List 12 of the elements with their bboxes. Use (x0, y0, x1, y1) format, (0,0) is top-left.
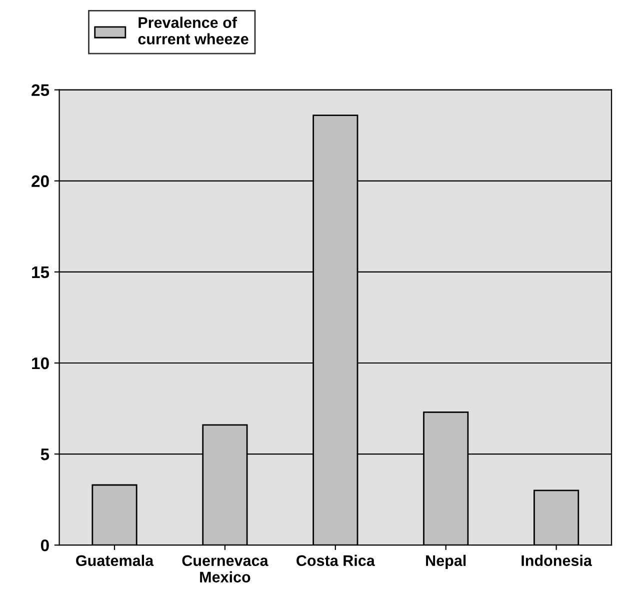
y-tick-label: 15 (32, 266, 50, 278)
x-tick-label: Cuernevaca Mexico (182, 555, 268, 582)
x-tick-label: Guatemala (76, 554, 154, 566)
y-tick-label: 5 (40, 448, 50, 460)
y-tick-label: 20 (32, 175, 49, 188)
y-tick-label: 0 (40, 539, 49, 552)
y-tick-label: 25 (32, 84, 50, 96)
legend-label: Prevalence of current wheeze (138, 16, 248, 44)
x-tick-label: Nepal (426, 554, 466, 570)
y-tick-label: 10 (32, 357, 49, 370)
x-tick-label: Indonesia (522, 554, 592, 566)
x-tick-label: Costa Rica (296, 554, 375, 566)
